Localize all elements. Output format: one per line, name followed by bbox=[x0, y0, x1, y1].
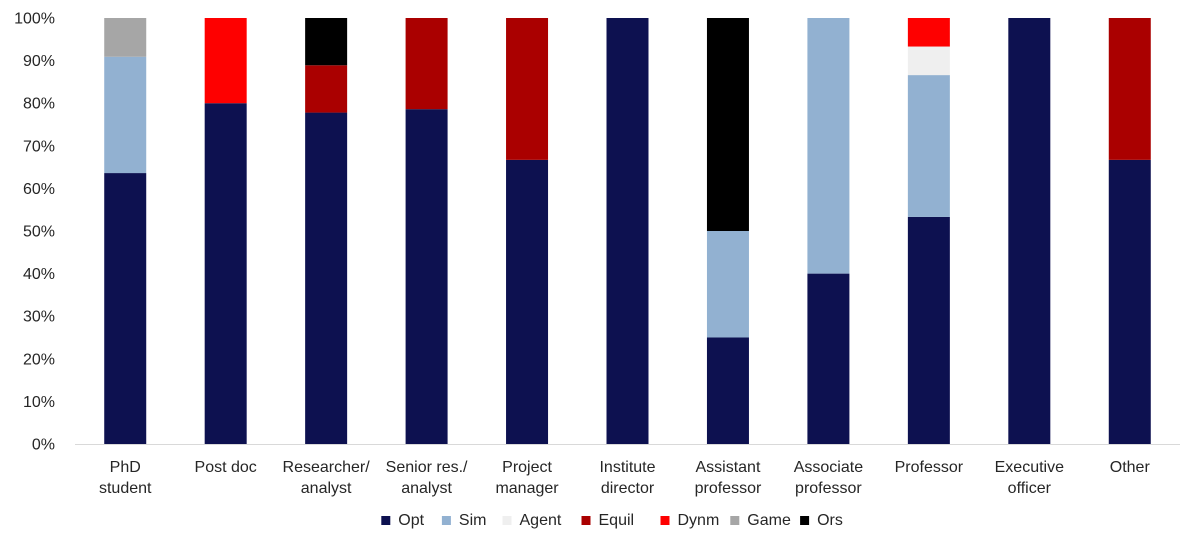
legend-label-opt: Opt bbox=[398, 512, 424, 529]
x-category-label: Project manager bbox=[495, 459, 559, 497]
x-category-label: Assistant professor bbox=[695, 459, 762, 497]
bar-segment-equil bbox=[405, 18, 448, 110]
bar-segment-agent bbox=[907, 46, 950, 76]
y-tick-label: 20% bbox=[23, 351, 55, 368]
y-tick-label: 0% bbox=[32, 437, 55, 454]
bar-segment-opt bbox=[807, 273, 850, 444]
bars bbox=[104, 18, 1151, 445]
bar-segment-opt bbox=[706, 337, 749, 444]
legend-swatch-dynm bbox=[660, 516, 670, 525]
bar-segment-dynm bbox=[204, 18, 247, 104]
y-tick-label: 80% bbox=[23, 96, 55, 113]
legend-swatch-opt bbox=[381, 516, 391, 525]
legend-label-agent: Agent bbox=[520, 512, 562, 529]
x-category-label: Associate professor bbox=[794, 459, 863, 497]
x-category-label: Institute director bbox=[599, 459, 655, 497]
legend-label-sim: Sim bbox=[459, 512, 487, 529]
bar-segment-opt bbox=[1008, 18, 1051, 444]
bar-segment-equil bbox=[305, 65, 348, 113]
bar-segment-opt bbox=[405, 109, 448, 444]
bar-segment-opt bbox=[204, 103, 247, 444]
bar-segment-game bbox=[104, 18, 147, 57]
legend-swatch-game bbox=[730, 516, 740, 525]
bar-segment-opt bbox=[506, 159, 549, 444]
bar-segment-ors bbox=[305, 18, 348, 66]
legend-label-equil: Equil bbox=[599, 512, 635, 529]
legend: Opt Sim Agent Equil Dynm Game Ors bbox=[381, 512, 843, 529]
bar-segment-sim bbox=[706, 231, 749, 338]
bar-segment-ors bbox=[706, 18, 749, 231]
x-axis-labels: PhD student Post doc Researcher/analyst Seni… bbox=[99, 459, 1150, 497]
bar-segment-equil bbox=[1108, 18, 1151, 160]
legend-swatch-agent bbox=[502, 516, 512, 525]
x-category-label: Researcher/analyst bbox=[283, 459, 371, 497]
y-tick-label: 30% bbox=[23, 309, 55, 326]
y-tick-label: 40% bbox=[23, 266, 55, 283]
y-tick-label: 50% bbox=[23, 224, 55, 241]
bar-segment-sim bbox=[907, 75, 950, 217]
y-tick-label: 100% bbox=[14, 11, 55, 28]
y-axis: 0% 10% 20% 30% 40% 50% 60% 70% 80% 90% 100% bbox=[14, 11, 55, 454]
y-tick-label: 90% bbox=[23, 53, 55, 70]
x-category-label: PhD student bbox=[99, 459, 152, 497]
bar-segment-opt bbox=[1108, 159, 1151, 444]
x-category-label: Other bbox=[1110, 459, 1151, 476]
legend-swatch-ors bbox=[800, 516, 810, 525]
bar-segment-opt bbox=[305, 112, 348, 445]
bar-segment-sim bbox=[104, 56, 147, 174]
legend-swatch-sim bbox=[441, 516, 451, 525]
x-category-label: Post doc bbox=[195, 459, 257, 476]
x-category-label: Senior res./analyst bbox=[386, 459, 468, 497]
legend-label-ors: Ors bbox=[817, 512, 843, 529]
x-category-label: Executive officer bbox=[995, 459, 1064, 497]
legend-label-dynm: Dynm bbox=[678, 512, 720, 529]
y-tick-label: 60% bbox=[23, 181, 55, 198]
bar-segment-equil bbox=[506, 18, 549, 160]
bar-segment-sim bbox=[807, 18, 850, 274]
bar-segment-opt bbox=[907, 216, 950, 444]
legend-swatch-equil bbox=[581, 516, 591, 525]
x-category-label: Professor bbox=[895, 459, 964, 476]
y-tick-label: 10% bbox=[23, 394, 55, 411]
bar-segment-dynm bbox=[907, 18, 950, 47]
legend-label-game: Game bbox=[747, 512, 791, 529]
bar-segment-opt bbox=[104, 173, 147, 444]
bar-segment-opt bbox=[606, 18, 649, 444]
y-tick-label: 70% bbox=[23, 138, 55, 155]
